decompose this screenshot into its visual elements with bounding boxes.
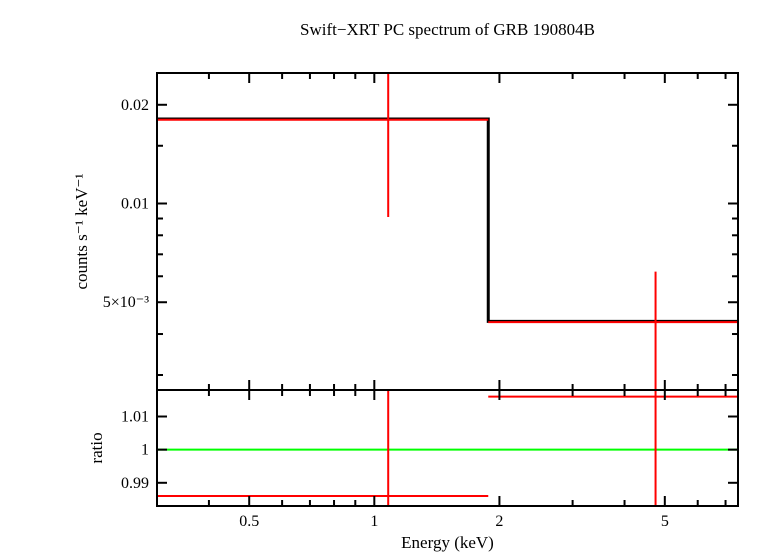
svg-text:1: 1: [141, 442, 149, 459]
svg-text:0.01: 0.01: [121, 196, 149, 213]
y-axis-label-bottom: ratio: [87, 432, 106, 463]
svg-text:1: 1: [370, 513, 378, 530]
svg-text:1.01: 1.01: [121, 409, 149, 426]
x-axis-label: Energy (keV): [401, 533, 494, 552]
svg-text:0.5: 0.5: [239, 513, 259, 530]
spectrum-chart: 0.5 1 2 5 5×10⁻³ 0.01 0.02 0.99 1 1.01 Swift−XRT P…: [0, 0, 758, 556]
svg-text:5: 5: [661, 513, 669, 530]
svg-text:5×10⁻³: 5×10⁻³: [103, 294, 149, 311]
svg-text:2: 2: [495, 513, 503, 530]
y-axis-label-top: counts s⁻¹ keV⁻¹: [72, 174, 91, 290]
svg-text:0.99: 0.99: [121, 475, 149, 492]
svg-text:0.02: 0.02: [121, 97, 149, 114]
chart-title: Swift−XRT PC spectrum of GRB 190804B: [300, 20, 595, 39]
chart-svg: 0.5 1 2 5 5×10⁻³ 0.01 0.02 0.99 1 1.01 Swift−XRT P…: [0, 0, 758, 556]
